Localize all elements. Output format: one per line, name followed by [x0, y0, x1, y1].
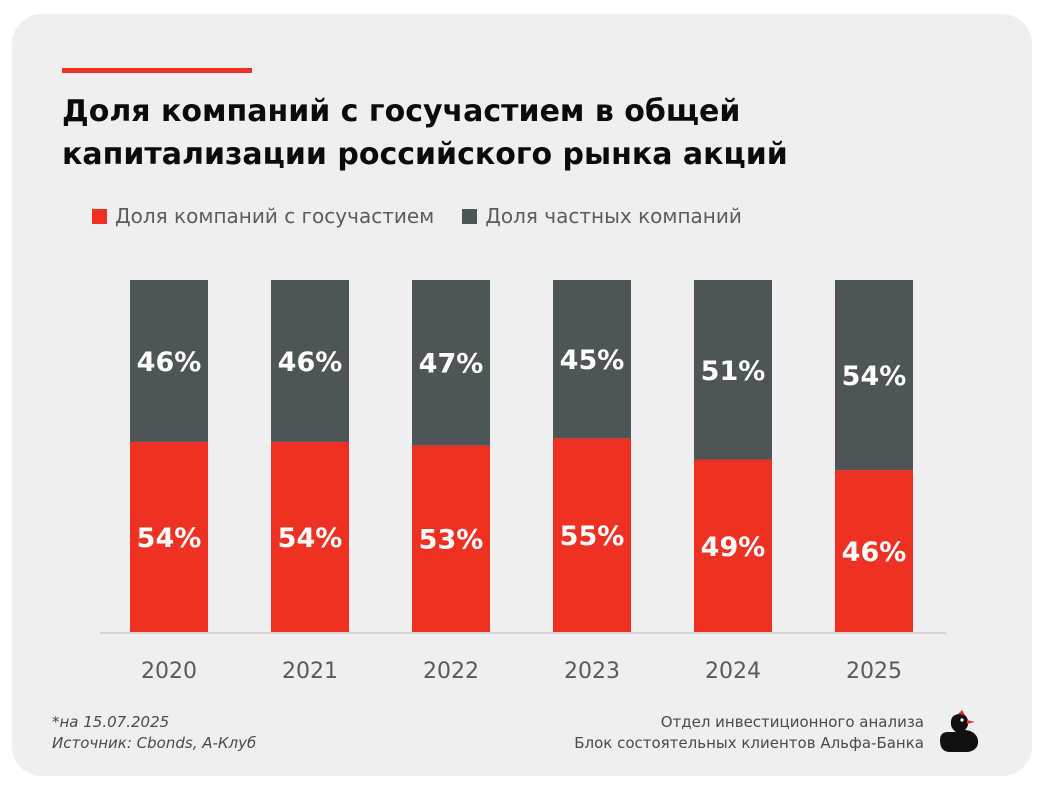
data-label-private-2023: 45%	[560, 345, 625, 376]
credit: Отдел инвестиционного анализа Блок состо…	[574, 712, 924, 754]
chart-title: Доля компаний с госучастием в общей капи…	[62, 90, 982, 176]
data-label-state-2020: 54%	[137, 523, 202, 554]
bar-private-2025	[835, 280, 913, 471]
duck-icon	[940, 710, 979, 752]
footnote-date: *на 15.07.2025	[52, 713, 170, 731]
bar-state-2023	[553, 438, 631, 632]
x-tick-label-2023: 2023	[564, 659, 620, 684]
data-label-private-2020: 46%	[137, 347, 202, 378]
chart-title-line-1: Доля компаний с госучастием в общей	[62, 94, 741, 129]
footnote-source: Источник: Cbonds, А-Клуб	[52, 734, 257, 752]
data-label-state-2023: 55%	[560, 521, 625, 552]
bar-private-2020	[130, 280, 208, 442]
chart-title-line-2: капитализации российского рынка акций	[62, 137, 788, 172]
bar-state-2022	[412, 445, 490, 632]
data-label-state-2025: 46%	[842, 537, 907, 568]
bar-private-2024	[694, 280, 772, 460]
x-tick-label-2022: 2022	[423, 659, 479, 684]
data-label-state-2022: 53%	[419, 525, 484, 556]
data-label-private-2024: 51%	[701, 356, 766, 387]
accent-line	[62, 68, 252, 73]
credit-department: Отдел инвестиционного анализа	[660, 713, 924, 731]
data-label-private-2021: 46%	[278, 347, 343, 378]
legend-label-private: Доля частных компаний	[485, 204, 742, 228]
bar-private-2022	[412, 280, 490, 446]
x-tick-label-2021: 2021	[282, 659, 338, 684]
legend-swatch-state	[92, 208, 107, 224]
credit-bank: Блок состоятельных клиентов Альфа-Банка	[574, 734, 924, 752]
data-label-private-2025: 54%	[842, 361, 907, 392]
data-label-private-2022: 47%	[419, 349, 484, 380]
bar-state-2024	[694, 459, 772, 632]
data-label-state-2021: 54%	[278, 523, 343, 554]
x-tick-label-2025: 2025	[846, 659, 902, 684]
legend-swatch-private	[462, 208, 478, 224]
bar-private-2021	[271, 280, 349, 442]
x-tick-label-2020: 2020	[141, 659, 197, 684]
footnote: *на 15.07.2025 Источник: Cbonds, А-Клуб	[52, 712, 256, 754]
x-tick-label-2024: 2024	[705, 659, 761, 684]
chart-legend: Доля компаний с госучастием Доля частных…	[92, 204, 770, 228]
legend-label-state: Доля компаний с госучастием	[115, 204, 435, 228]
bar-state-2025	[835, 470, 913, 632]
legend-item-state: Доля компаний с госучастием	[92, 204, 434, 228]
bar-state-2020	[130, 441, 208, 632]
data-label-state-2024: 49%	[701, 532, 766, 563]
legend-item-private: Доля частных компаний	[462, 204, 742, 228]
bar-state-2021	[271, 441, 349, 632]
bar-private-2023	[553, 280, 631, 439]
